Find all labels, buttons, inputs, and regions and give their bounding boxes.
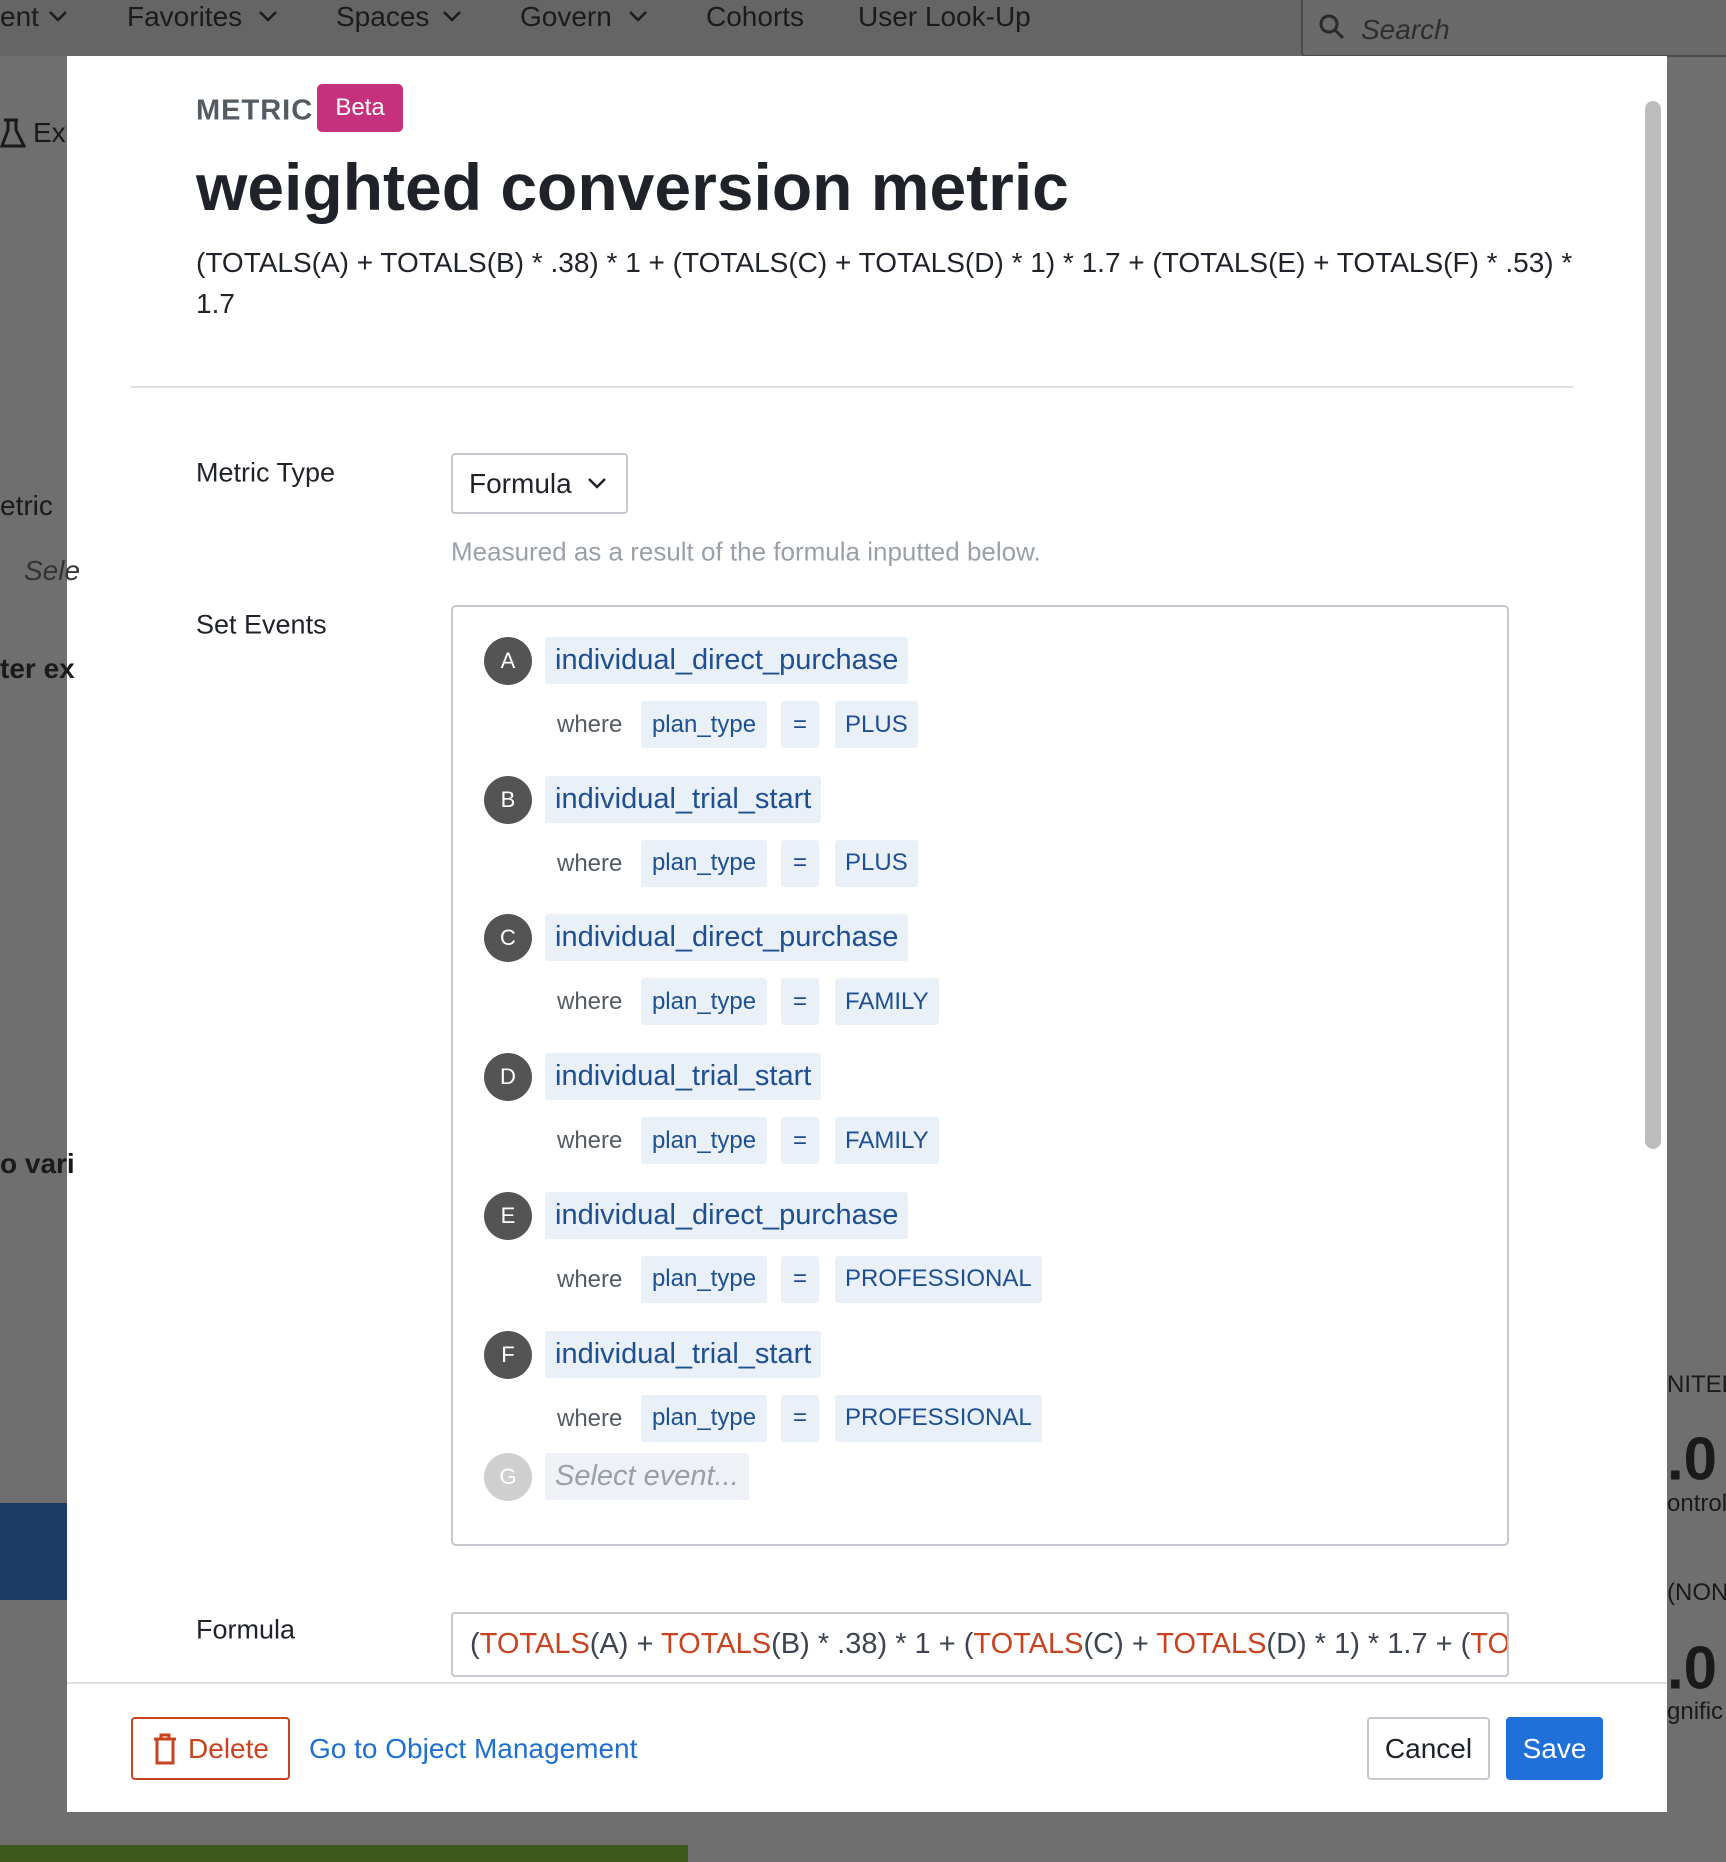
- event-letter: C: [484, 914, 532, 963]
- event-chip[interactable]: individual_direct_purchase: [545, 914, 909, 962]
- operator-chip[interactable]: =: [781, 978, 819, 1026]
- nav-item[interactable]: User Look-Up: [858, 1, 1031, 32]
- operator-chip[interactable]: =: [781, 701, 819, 748]
- where-text: where: [557, 988, 623, 1016]
- search-placeholder: Search: [1361, 14, 1450, 45]
- chevron: [49, 11, 67, 22]
- formula-token: (A) +: [589, 1628, 661, 1660]
- value-chip[interactable]: FAMILY: [835, 978, 939, 1026]
- operator-chip[interactable]: =: [781, 839, 819, 887]
- bg-fragment: etric: [0, 490, 53, 521]
- field-label: Formula: [196, 1614, 296, 1645]
- bg-fragment: Ex: [33, 117, 66, 148]
- event-chip[interactable]: individual_direct_purchase: [545, 637, 909, 684]
- field-label: Metric Type: [196, 457, 336, 488]
- beta-badge: Beta: [317, 84, 403, 132]
- search-box[interactable]: Search: [1301, 0, 1726, 57]
- formula-token: TOTALS: [479, 1628, 590, 1660]
- nav-item[interactable]: Cohorts: [706, 1, 805, 32]
- where-text: where: [557, 849, 623, 877]
- bg-fragment: o vari: [0, 1148, 75, 1179]
- event-letter: E: [484, 1191, 532, 1240]
- bg-fragment: NITED: [1667, 1371, 1726, 1398]
- event-placeholder[interactable]: Select event...: [545, 1453, 749, 1501]
- bg-fragment: ontrol: [1667, 1490, 1726, 1517]
- operator-chip[interactable]: =: [781, 1117, 819, 1165]
- divider: [131, 386, 1573, 388]
- bg-bar: [0, 1845, 688, 1862]
- formula-token: TOTALS: [973, 1628, 1084, 1660]
- bg-fragment: .0: [1667, 1634, 1718, 1702]
- where-text: where: [557, 1404, 623, 1432]
- formula-token: TOTALS: [660, 1628, 772, 1660]
- chevron: [629, 11, 647, 22]
- event-letter: F: [484, 1330, 532, 1379]
- value-chip[interactable]: PLUS: [835, 701, 918, 748]
- formula-token: (C) +: [1083, 1628, 1157, 1660]
- nav-item[interactable]: Favorites: [127, 1, 243, 32]
- object-management-link[interactable]: Go to Object Management: [309, 1733, 638, 1764]
- property-chip[interactable]: plan_type: [641, 1255, 767, 1303]
- value-chip[interactable]: FAMILY: [835, 1117, 939, 1165]
- event-letter: B: [484, 775, 532, 824]
- event-chip[interactable]: individual_trial_start: [545, 1053, 822, 1101]
- event-chip[interactable]: individual_trial_start: [545, 775, 822, 823]
- nav-item[interactable]: ent: [0, 1, 39, 32]
- event-letter: G: [484, 1453, 532, 1502]
- event-chip[interactable]: individual_trial_start: [545, 1330, 822, 1378]
- button-text: Delete: [188, 1732, 269, 1764]
- bg-fragment: .0: [1667, 1425, 1718, 1493]
- footer-divider: [67, 1682, 1667, 1684]
- operator-chip[interactable]: =: [781, 1255, 819, 1303]
- search-icon: [1319, 14, 1345, 40]
- formula-input[interactable]: (TOTALS(A) + TOTALS(B) * .38) * 1 + (TOT…: [451, 1612, 1509, 1677]
- where-text: where: [557, 1265, 623, 1293]
- scrollbar: [1645, 101, 1661, 1149]
- formula-token: (B) * .38) * 1 + (: [771, 1628, 974, 1660]
- cancel-button[interactable]: Cancel: [1367, 1717, 1490, 1780]
- nav-item[interactable]: Govern: [520, 1, 612, 32]
- metric-modal: METRIC Beta weighted conversion metric (…: [67, 56, 1667, 1812]
- dropdown-value: Formula: [469, 468, 572, 499]
- chevron: [259, 11, 277, 22]
- nav-item[interactable]: Spaces: [336, 1, 430, 32]
- value-chip[interactable]: PLUS: [835, 839, 918, 887]
- formula-token: TOTALS: [1156, 1628, 1267, 1660]
- help-text: Measured as a result of the formula inpu…: [451, 536, 1041, 567]
- property-chip[interactable]: plan_type: [641, 1117, 767, 1165]
- flask-icon: [0, 118, 26, 148]
- value-chip[interactable]: PROFESSIONAL: [835, 1255, 1042, 1303]
- event-letter: D: [484, 1053, 532, 1102]
- chevron: [443, 11, 461, 22]
- operator-chip[interactable]: =: [781, 1394, 819, 1442]
- bg-fragment: ter ex: [0, 653, 75, 684]
- field-label: Set Events: [196, 609, 327, 640]
- property-chip[interactable]: plan_type: [641, 701, 767, 748]
- where-text: where: [557, 1127, 623, 1155]
- trash-icon: [154, 1733, 177, 1764]
- value-chip[interactable]: PROFESSIONAL: [835, 1394, 1042, 1442]
- event-chip[interactable]: individual_direct_purchase: [545, 1191, 909, 1239]
- bg-fragment: (NON: [1667, 1579, 1726, 1606]
- bg-block: [0, 1503, 67, 1600]
- modal-kind: METRIC: [196, 94, 314, 127]
- where-text: where: [557, 711, 623, 738]
- metric-type-dropdown[interactable]: Formula: [451, 453, 628, 514]
- modal-title: weighted conversion metric: [196, 150, 1069, 224]
- formula-description: (TOTALS(A) + TOTALS(B) * .38) * 1 + (TOT…: [196, 247, 1573, 319]
- delete-button[interactable]: Delete: [131, 1717, 290, 1780]
- event-letter: A: [484, 637, 532, 685]
- formula-token: TOTALS: [1470, 1628, 1509, 1660]
- bg-fragment: Sele: [24, 555, 81, 586]
- formula-token: (D) * 1) * 1.7 + (: [1266, 1628, 1471, 1660]
- bg-fragment: gnific: [1667, 1698, 1724, 1725]
- chevron: [588, 478, 606, 489]
- property-chip[interactable]: plan_type: [641, 1394, 767, 1442]
- property-chip[interactable]: plan_type: [641, 978, 767, 1026]
- formula-token: (: [470, 1628, 480, 1660]
- save-button[interactable]: Save: [1506, 1717, 1603, 1780]
- property-chip[interactable]: plan_type: [641, 839, 767, 887]
